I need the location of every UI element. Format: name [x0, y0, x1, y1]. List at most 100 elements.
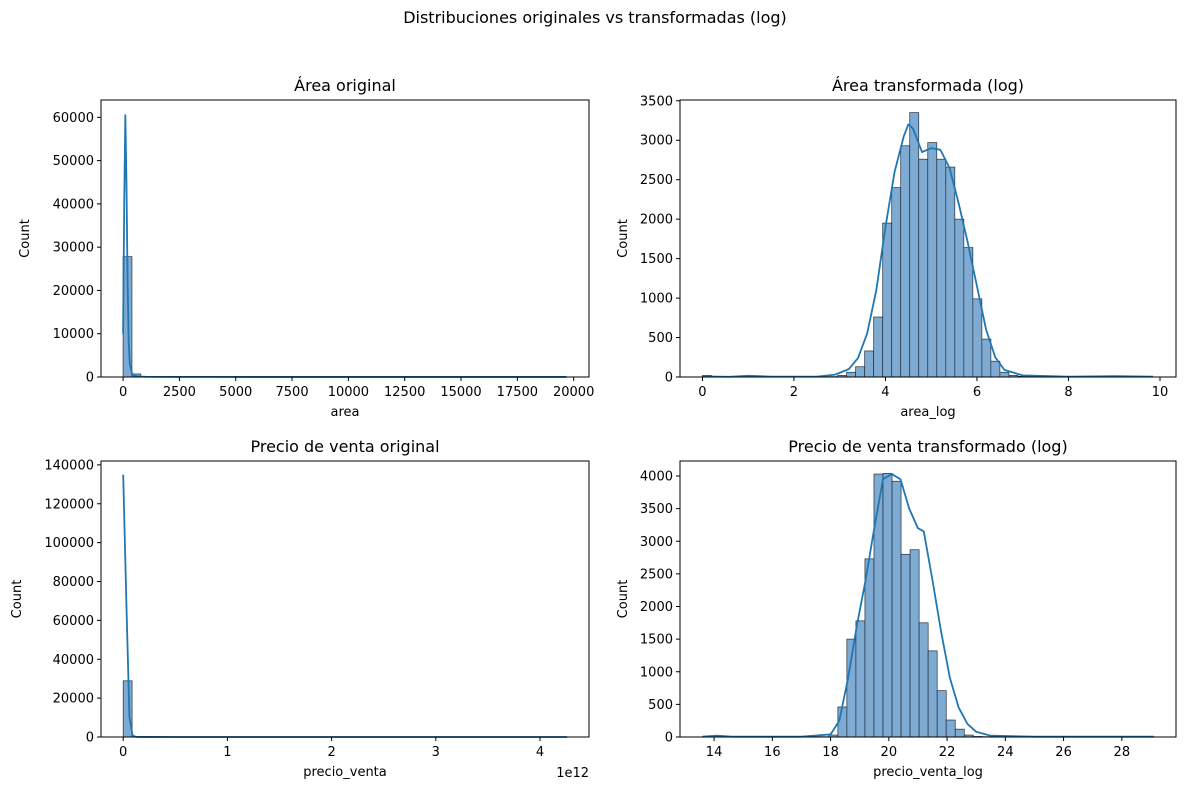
- x-tick-label: 4: [881, 385, 889, 400]
- x-tick-label: 17500: [497, 385, 538, 400]
- y-tick-label: 3000: [640, 134, 673, 149]
- x-tick-label: 12500: [384, 385, 425, 400]
- histogram-bar: [855, 366, 866, 378]
- x-axis-label: precio_venta_log: [873, 765, 983, 780]
- y-tick-label: 3500: [640, 502, 673, 517]
- x-tick-label: 1: [223, 745, 231, 760]
- panel-price-log: 14 16 18 20 22 24 26 28 0 500 1000 1500 2000 2500 3000…: [616, 437, 1177, 780]
- kde-line: [702, 473, 1154, 738]
- axes-frame: [679, 99, 1177, 378]
- x-tick-label: 6: [973, 385, 981, 400]
- y-tick-label: 1000: [640, 292, 673, 307]
- y-tick-label: 1000: [640, 665, 673, 680]
- panel-title: Precio de venta original: [250, 437, 439, 456]
- x-tick-label: 26: [1055, 745, 1072, 760]
- x-tick-label: 3: [432, 745, 440, 760]
- x-tick-label: 5000: [219, 385, 252, 400]
- y-tick-label: 40000: [53, 197, 94, 212]
- histogram-bar: [873, 473, 884, 738]
- y-tick-label: 10000: [53, 327, 94, 342]
- axes-frame: [100, 99, 590, 378]
- y-tick-label: 0: [86, 371, 94, 386]
- y-tick-label: 100000: [44, 536, 94, 551]
- y-tick-label: 1500: [640, 252, 673, 267]
- y-axis-label: Count: [18, 219, 33, 258]
- y-tick-label: 40000: [53, 653, 94, 668]
- x-tick-label: 22: [939, 745, 956, 760]
- axes-frame: [679, 460, 1177, 738]
- y-tick-label: 4000: [640, 470, 673, 485]
- histogram-bar: [891, 187, 902, 378]
- histogram-bar: [954, 218, 965, 378]
- x-tick-label: 20: [881, 745, 898, 760]
- x-tick-label: 10000: [328, 385, 369, 400]
- y-tick-label: 2500: [640, 173, 673, 188]
- y-tick-label: 20000: [53, 692, 94, 707]
- histogram-bar: [882, 222, 893, 378]
- x-tick-label: 4: [536, 745, 544, 760]
- x-tick-label: 15000: [440, 385, 481, 400]
- histogram-bar: [846, 371, 857, 378]
- figure-suptitle: Distribuciones originales vs transformad…: [403, 8, 787, 27]
- histogram-bar: [963, 247, 974, 378]
- x-tick-label: 0: [698, 385, 706, 400]
- y-tick-label: 60000: [53, 614, 94, 629]
- y-tick-label: 30000: [53, 241, 94, 256]
- panel-area-original: 0 2500 5000 7500 10000 12500 15000 17500 20000 0 1…: [18, 76, 594, 420]
- y-tick-label: 1500: [640, 633, 673, 648]
- histogram-bar: [909, 549, 920, 738]
- histogram-bar: [891, 480, 902, 738]
- y-tick-label: 2500: [640, 567, 673, 582]
- histogram-bar: [945, 166, 956, 378]
- y-axis-label: Count: [616, 219, 631, 258]
- x-tick-label: 24: [997, 745, 1014, 760]
- histogram-bar: [864, 558, 875, 738]
- y-tick-label: 500: [648, 331, 673, 346]
- x-tick-label: 20000: [553, 385, 594, 400]
- x-axis-label: precio_venta: [303, 765, 387, 780]
- y-tick-label: 20000: [53, 284, 94, 299]
- x-offset-label: 1e12: [556, 766, 589, 781]
- histogram-bar: [954, 728, 965, 738]
- x-tick-label: 2: [327, 745, 335, 760]
- panel-area-log: 0 2 4 6 8 10 0 500 1000 1500 2000 2500 3000 3500 Área …: [616, 76, 1177, 420]
- y-tick-label: 0: [86, 731, 94, 746]
- histogram-bar: [873, 316, 884, 378]
- histogram-bar: [981, 338, 992, 378]
- y-tick-label: 140000: [44, 458, 94, 473]
- histogram-bar: [972, 298, 983, 378]
- panel-title: Área original: [294, 76, 396, 95]
- histogram-bar: [927, 142, 938, 378]
- axes-frame: [100, 460, 590, 738]
- histogram-bar: [936, 690, 947, 738]
- y-tick-label: 120000: [44, 497, 94, 512]
- x-tick-label: 0: [119, 385, 127, 400]
- x-tick-label: 0: [119, 745, 127, 760]
- x-tick-label: 7500: [276, 385, 309, 400]
- histogram-bars: [122, 680, 568, 738]
- histogram-bar: [918, 158, 929, 378]
- histogram-bar: [936, 158, 947, 378]
- histogram-bar: [900, 145, 911, 378]
- x-tick-label: 10: [1152, 385, 1169, 400]
- x-tick-label: 18: [822, 745, 839, 760]
- y-axis-label: Count: [616, 580, 631, 619]
- histogram-bar: [909, 112, 920, 378]
- panel-price-original: 0 1 2 3 4 0 20000 40000 60000 80000 100000 120000 14…: [10, 437, 590, 781]
- x-tick-label: 16: [764, 745, 781, 760]
- y-tick-label: 60000: [53, 111, 94, 126]
- histogram-bar: [918, 622, 929, 738]
- histogram-bar: [855, 620, 866, 738]
- histogram-bars: [122, 256, 567, 378]
- x-axis-label: area_log: [900, 405, 955, 420]
- histogram-bars: [702, 473, 1155, 738]
- kde-line: [122, 474, 568, 738]
- histogram-bar: [999, 371, 1010, 378]
- x-tick-label: 2500: [163, 385, 196, 400]
- panel-title: Área transformada (log): [832, 76, 1024, 95]
- y-tick-label: 3500: [640, 94, 673, 109]
- y-tick-label: 500: [648, 698, 673, 713]
- x-axis-label: area: [331, 405, 360, 420]
- x-tick-label: 8: [1064, 385, 1072, 400]
